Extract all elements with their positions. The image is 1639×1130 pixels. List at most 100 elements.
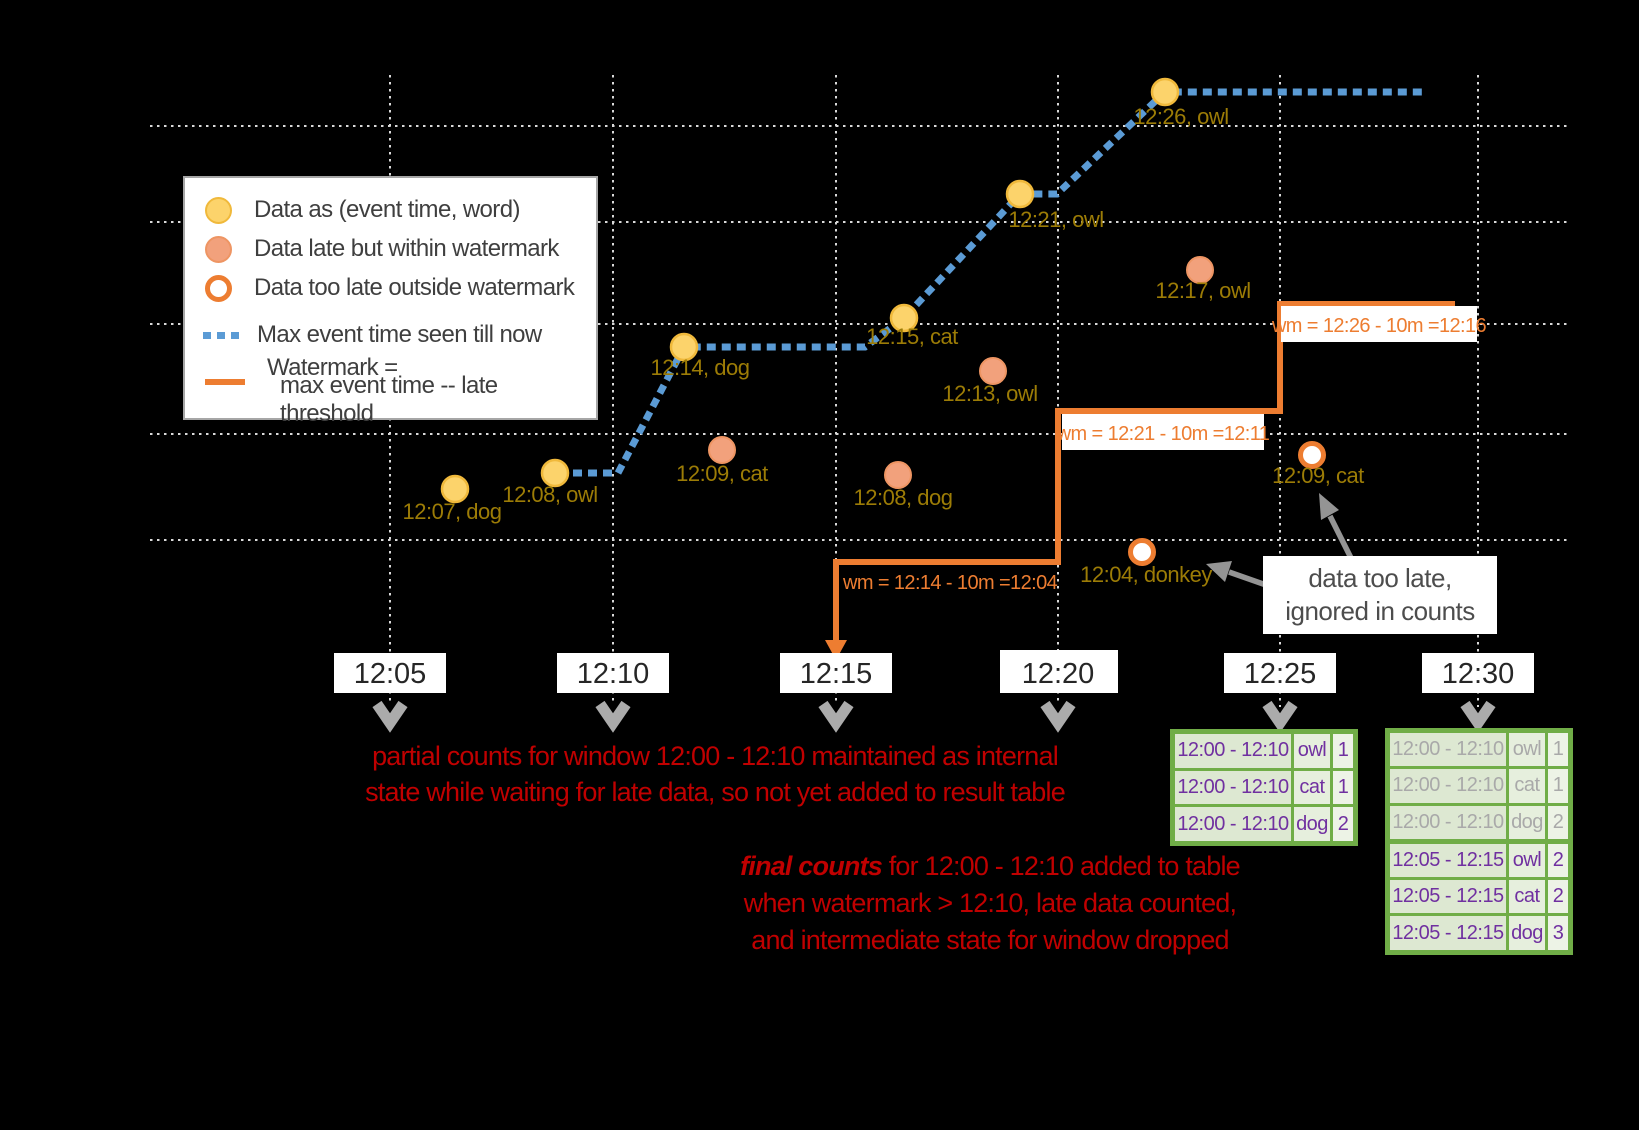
label-12-04-donkey: 12:04, donkey bbox=[1080, 562, 1212, 587]
legend-row-late: Data late but within watermark bbox=[185, 234, 559, 264]
table-row: 12:00 - 12:10 owl 1 bbox=[1386, 728, 1572, 770]
count-cell: 1 bbox=[1545, 766, 1572, 806]
tick-box-12-05 bbox=[334, 653, 446, 693]
tick-12-25: 12:25 bbox=[1244, 658, 1317, 690]
partial-counts-line2: state while waiting for late data, so no… bbox=[365, 777, 1066, 807]
watermark-arrowhead bbox=[825, 640, 847, 660]
watermark-step-line bbox=[833, 301, 1455, 642]
point-12-09-cat-toolate bbox=[1298, 441, 1326, 469]
ontime-points bbox=[440, 77, 1180, 504]
result-table: 12:00 - 12:10 owl 1 12:00 - 12:10 cat 1 … bbox=[1385, 728, 1573, 955]
toolate-point-icon bbox=[205, 274, 232, 302]
trigger-arrow-12-05 bbox=[372, 700, 408, 733]
window-cell: 12:05 - 12:15 bbox=[1386, 838, 1509, 881]
final-counts-emphasis: final counts bbox=[740, 851, 883, 881]
window-cell: 12:05 - 12:15 bbox=[1386, 913, 1509, 954]
late-point-icon bbox=[205, 235, 232, 263]
final-counts-line3: and intermediate state for window droppe… bbox=[751, 925, 1229, 955]
trigger-arrow-12-20 bbox=[1040, 700, 1076, 733]
watermark-label-1: wm = 12:14 - 10m =12:04 bbox=[842, 572, 1058, 594]
point-12-13-owl-late bbox=[979, 357, 1007, 385]
arrow-to-cat-head bbox=[1319, 493, 1339, 520]
window-cell: 12:00 - 12:10 bbox=[1386, 728, 1509, 770]
partial-counts-note: partial counts for window 12:00 - 12:10 … bbox=[135, 738, 1295, 810]
tick-12-15: 12:15 bbox=[800, 658, 873, 690]
label-12-26-owl: 12:26, owl bbox=[1133, 104, 1228, 129]
arrow-to-cat-line bbox=[1327, 514, 1355, 562]
label-12-08-owl: 12:08, owl bbox=[502, 482, 597, 507]
word-cell: cat bbox=[1506, 877, 1548, 917]
trigger-arrow-12-25 bbox=[1262, 700, 1298, 733]
legend: Data as (event time, word) Data late but… bbox=[183, 176, 598, 427]
count-cell: 2 bbox=[1545, 838, 1572, 881]
table-row: 12:05 - 12:15 owl 2 bbox=[1386, 838, 1572, 881]
window-cell: 12:05 - 12:15 bbox=[1386, 877, 1509, 917]
arrow-to-donkey-line bbox=[1228, 569, 1267, 588]
trigger-arrow-12-30 bbox=[1460, 700, 1496, 733]
label-12-13-owl-late: 12:13, owl bbox=[942, 381, 1037, 406]
too-late-points bbox=[1128, 441, 1326, 566]
window-cell: 12:00 - 12:10 bbox=[1171, 804, 1294, 845]
point-12-08-dog-late bbox=[884, 461, 912, 489]
table-row: 12:00 - 12:10 owl 1 bbox=[1171, 730, 1357, 771]
count-cell: 2 bbox=[1545, 877, 1572, 917]
window-cell: 12:00 - 12:10 bbox=[1171, 767, 1294, 808]
ontime-point-icon bbox=[205, 196, 232, 224]
label-12-14-dog: 12:14, dog bbox=[651, 355, 750, 380]
final-counts-line2: when watermark > 12:10, late data counte… bbox=[743, 888, 1237, 918]
window-cell: 12:00 - 12:10 bbox=[1386, 766, 1509, 806]
count-cell: 2 bbox=[1545, 802, 1572, 843]
legend-label-toolate: Data too late outside watermark bbox=[254, 274, 575, 301]
label-12-09-cat-toolate: 12:09, cat bbox=[1272, 463, 1364, 488]
word-cell: dog bbox=[1291, 804, 1333, 845]
tick-12-20: 12:20 bbox=[1022, 658, 1095, 690]
point-12-21-owl bbox=[1005, 179, 1035, 209]
word-cell: dog bbox=[1506, 913, 1548, 954]
point-12-04-donkey-toolate bbox=[1128, 538, 1156, 566]
trigger-arrows bbox=[372, 700, 1496, 733]
table-row: 12:05 - 12:15 dog 3 bbox=[1386, 913, 1572, 954]
tick-box-12-10 bbox=[557, 653, 669, 693]
count-cell: 2 bbox=[1330, 804, 1357, 845]
tick-12-05: 12:05 bbox=[354, 658, 427, 690]
word-cell: owl bbox=[1291, 730, 1333, 771]
legend-label-max-event: Max event time seen till now bbox=[257, 321, 542, 348]
point-12-26-owl bbox=[1150, 77, 1180, 107]
arrow-to-donkey-head bbox=[1206, 561, 1232, 582]
trigger-arrow-12-15 bbox=[818, 700, 854, 733]
legend-label-watermark-def: max event time -- late threshold bbox=[280, 372, 498, 427]
point-12-07-dog bbox=[440, 474, 470, 504]
final-counts-line1: final counts for 12:00 - 12:10 added to … bbox=[690, 848, 1290, 885]
max-event-line-icon bbox=[203, 331, 245, 339]
count-cell: 1 bbox=[1545, 728, 1572, 770]
label-12-15-cat: 12:15, cat bbox=[866, 324, 958, 349]
partial-counts-line1: partial counts for window 12:00 - 12:10 … bbox=[372, 741, 1059, 771]
too-late-note-line1: data too late, bbox=[1308, 563, 1452, 593]
legend-row-watermark-def: max event time -- late threshold bbox=[280, 372, 596, 427]
watermark-label-3: wm = 12:26 - 10m =12:16 bbox=[1271, 315, 1487, 337]
table-row: 12:00 - 12:10 dog 2 bbox=[1171, 804, 1357, 845]
time-axis: 12:05 12:10 12:15 12:20 12:25 12:30 bbox=[334, 650, 1534, 693]
watermark-label-2: wm = 12:21 - 10m =12:11 bbox=[1056, 423, 1270, 445]
final-counts-line1-rest: for 12:00 - 12:10 added to table bbox=[882, 851, 1241, 881]
legend-label-late: Data late but within watermark bbox=[254, 235, 559, 262]
too-late-note: data too late, ignored in counts bbox=[1263, 556, 1497, 634]
table-row: 12:00 - 12:10 dog 2 bbox=[1386, 802, 1572, 843]
final-counts-note: final counts for 12:00 - 12:10 added to … bbox=[690, 848, 1290, 959]
tick-box-12-25 bbox=[1224, 653, 1336, 693]
legend-label-watermark: Watermark = bbox=[267, 354, 398, 381]
legend-row-watermark: Watermark = bbox=[267, 353, 398, 383]
legend-row-max-event: Max event time seen till now bbox=[185, 320, 542, 350]
watermark-label-3-bg bbox=[1281, 306, 1477, 342]
legend-row-ontime: Data as (event time, word) bbox=[185, 195, 520, 225]
state-table: 12:00 - 12:10 owl 1 12:00 - 12:10 cat 1 … bbox=[1170, 729, 1358, 846]
point-12-17-owl-late bbox=[1186, 256, 1214, 284]
point-12-14-dog bbox=[669, 332, 699, 362]
label-12-17-owl-late: 12:17, owl bbox=[1155, 278, 1250, 303]
label-12-21-owl: 12:21, owl bbox=[1008, 207, 1103, 232]
trigger-arrow-12-10 bbox=[595, 700, 631, 733]
label-12-08-dog-late: 12:08, dog bbox=[854, 485, 953, 510]
count-cell: 1 bbox=[1330, 730, 1357, 771]
